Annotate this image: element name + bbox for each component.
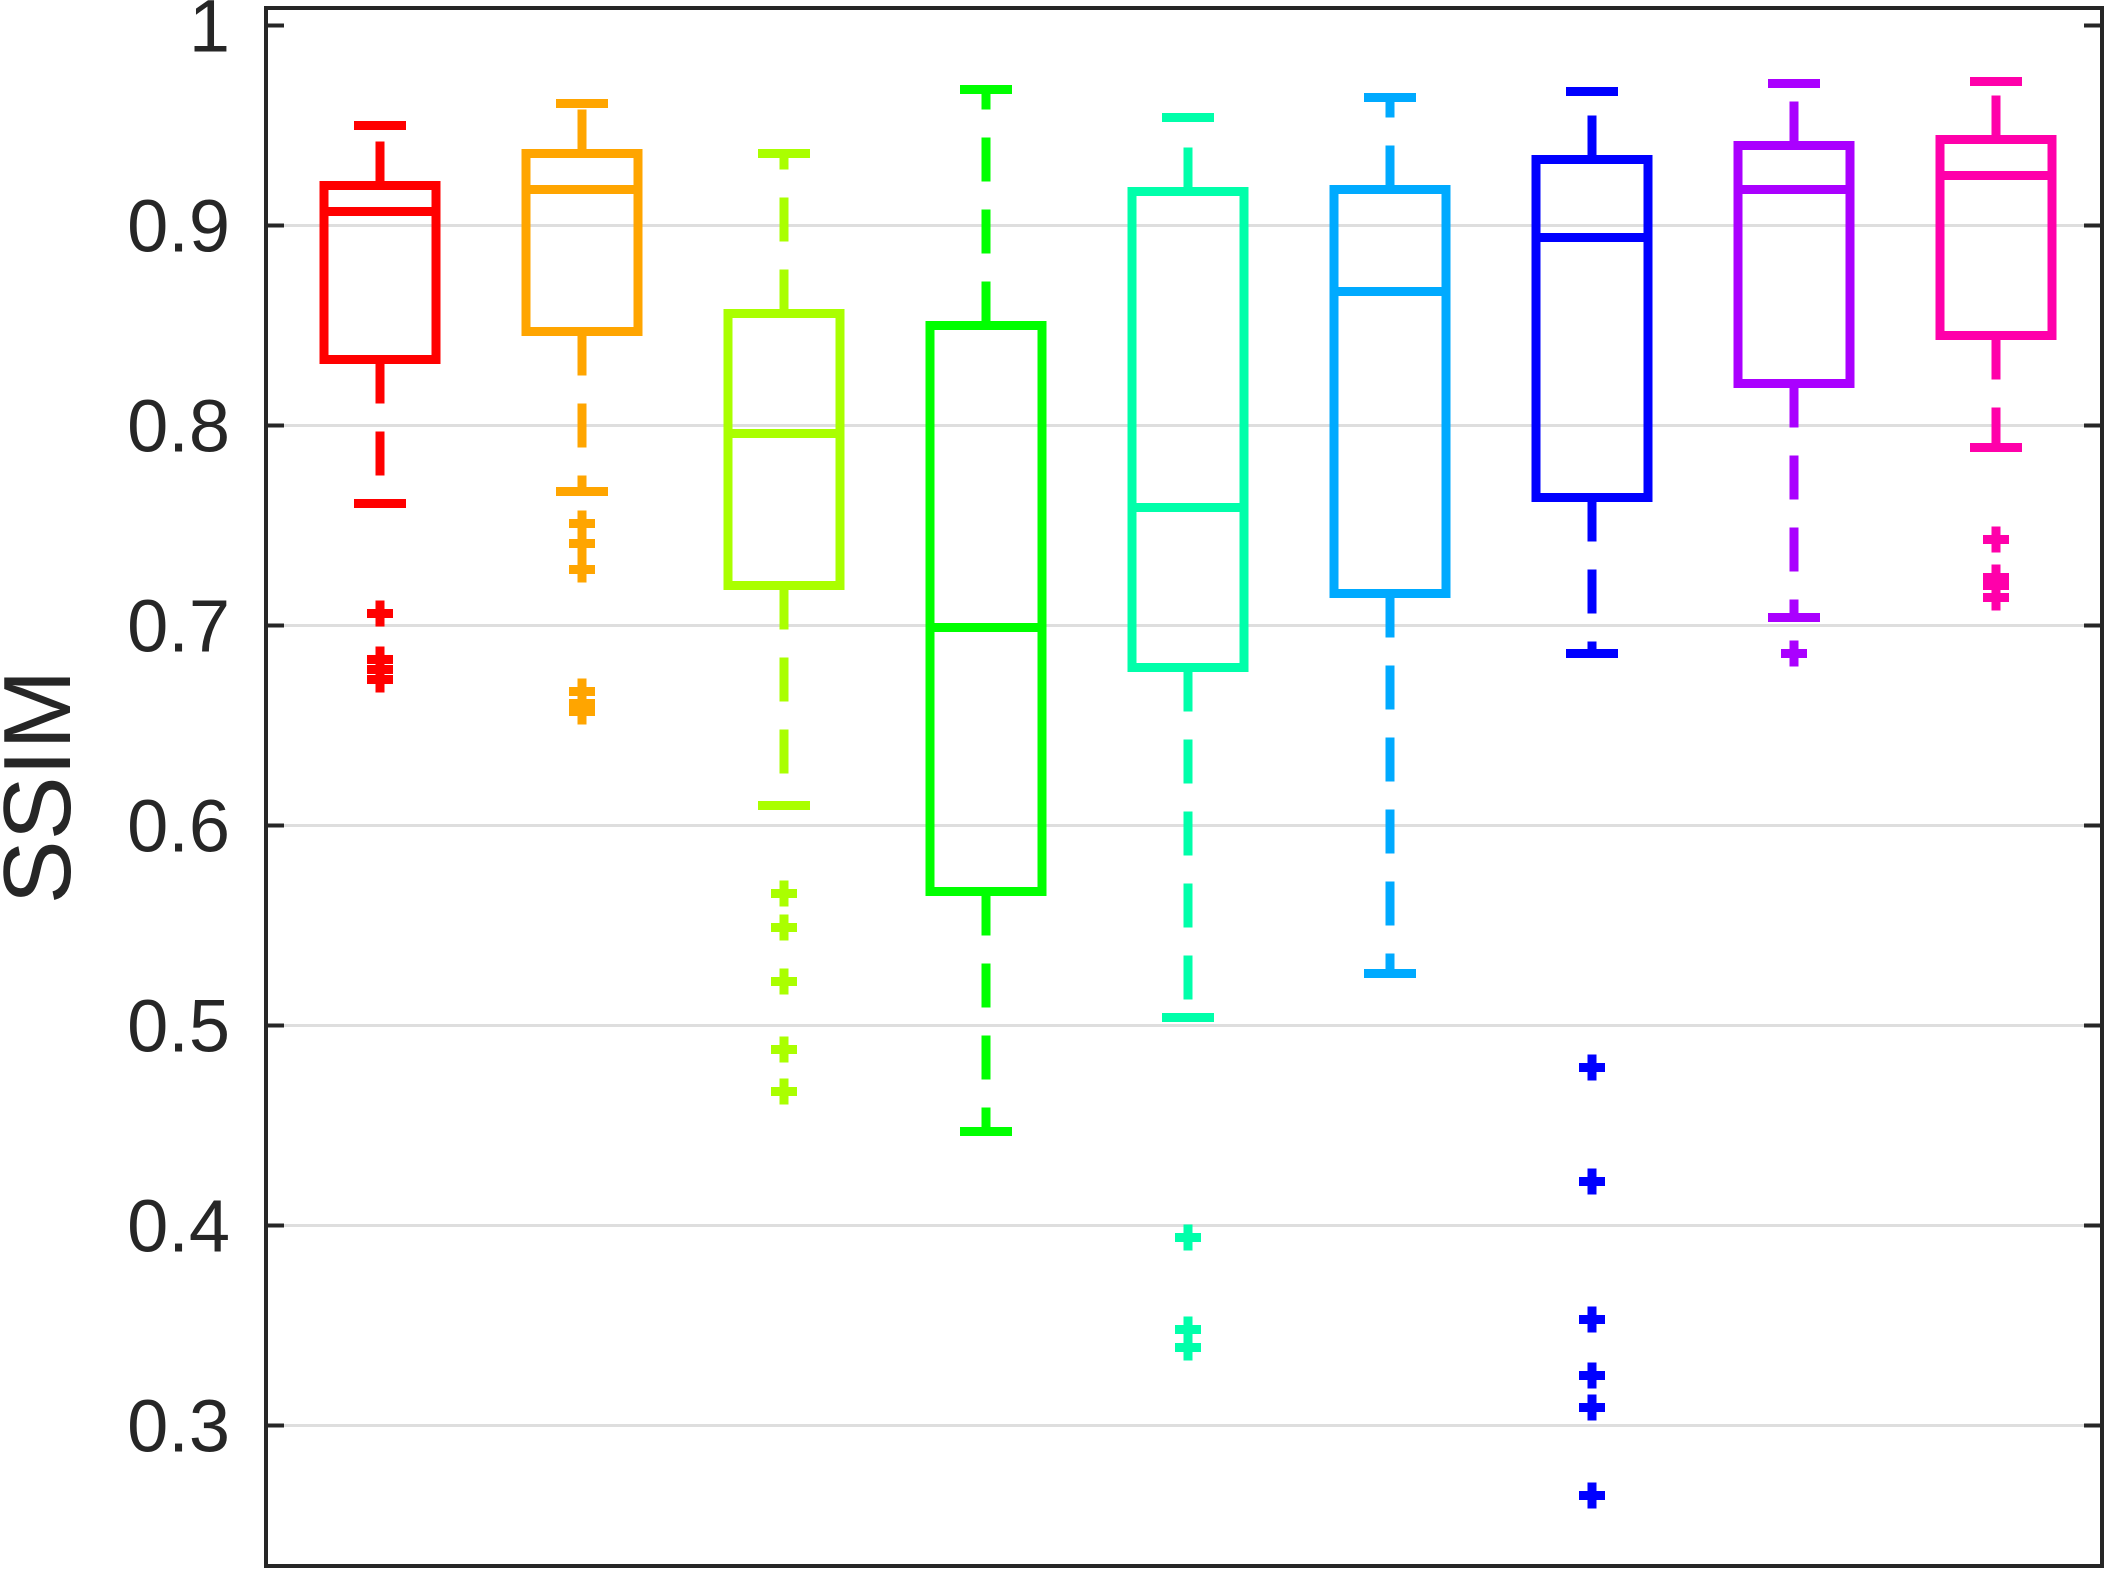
outlier-point	[1579, 1362, 1605, 1389]
outlier-point	[771, 968, 797, 995]
y-tick-label: 0.7	[127, 585, 230, 668]
outlier-point	[1579, 1394, 1605, 1421]
box-1	[319, 121, 441, 693]
box-8	[1733, 79, 1855, 667]
outlier-point	[1781, 640, 1807, 667]
outlier-point	[569, 698, 595, 725]
outlier-point	[1579, 1482, 1605, 1509]
y-tick-label: 0.5	[127, 985, 230, 1068]
iqr-box	[521, 149, 643, 336]
outlier-point	[1175, 1224, 1201, 1251]
outlier-point	[1579, 1054, 1605, 1081]
iqr-box	[1127, 187, 1249, 672]
plot-background	[266, 8, 2102, 1566]
outlier-point	[367, 600, 393, 627]
outlier-point	[771, 1036, 797, 1063]
outlier-point	[771, 914, 797, 941]
box-3	[723, 149, 845, 1105]
outlier-point	[1983, 526, 2009, 553]
iqr-box	[1531, 155, 1653, 502]
iqr-box	[1935, 135, 2057, 340]
box-7	[1531, 87, 1653, 1509]
boxes-layer	[319, 77, 2057, 1509]
y-axis-label: SSIM	[0, 670, 91, 905]
outlier-point	[771, 880, 797, 907]
outlier-point	[1579, 1168, 1605, 1195]
plot-frame	[264, 6, 2104, 1568]
box-6	[1329, 93, 1451, 978]
iqr-box	[1733, 141, 1855, 388]
box-2	[521, 99, 643, 725]
iqr-box	[1329, 185, 1451, 598]
y-tick-label: 0.4	[127, 1185, 230, 1268]
y-tick-label: 0.3	[127, 1385, 230, 1468]
iqr-box	[319, 181, 441, 364]
outlier-point	[1983, 584, 2009, 611]
y-tick-label: 0.6	[127, 785, 230, 868]
y-tick-label: 1	[189, 0, 230, 68]
outlier-point	[1175, 1334, 1201, 1361]
y-tick-label: 0.9	[127, 185, 230, 268]
box-9	[1935, 77, 2057, 611]
outlier-point	[569, 556, 595, 583]
y-tick-label: 0.8	[127, 385, 230, 468]
outlier-point	[771, 1078, 797, 1105]
outlier-point	[367, 666, 393, 693]
box-4	[925, 85, 1047, 1136]
outlier-point	[1579, 1306, 1605, 1333]
iqr-box	[723, 309, 845, 590]
box-5	[1127, 113, 1249, 1361]
outlier-point	[569, 530, 595, 557]
y-ticks: 0.3 0.4 0.5 0.6 0.7 0.8 0.9 1	[127, 0, 2102, 1468]
iqr-box	[925, 321, 1047, 896]
